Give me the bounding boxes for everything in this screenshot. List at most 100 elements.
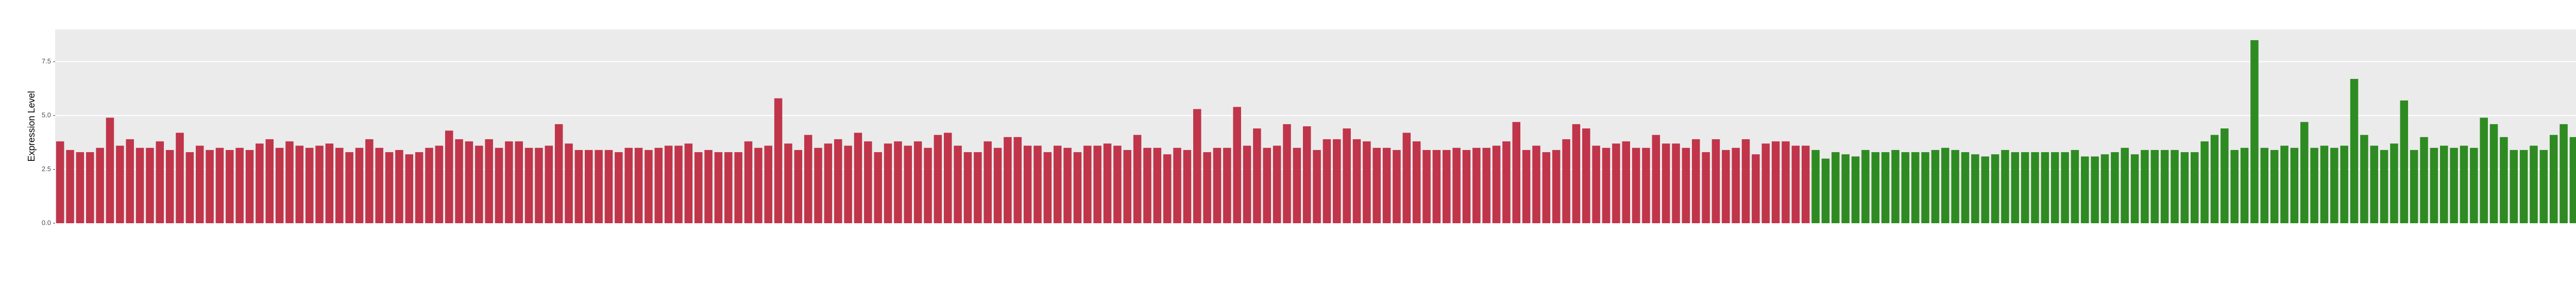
bar [1313,150,1321,223]
bar [1502,141,1511,223]
bar [1492,145,1501,223]
bar [1572,124,1581,223]
bar [146,147,154,223]
bar [2460,145,2468,223]
bar [305,147,314,223]
bar [1343,128,1351,223]
bar [2260,147,2269,223]
bar [2191,152,2199,223]
bar [1522,150,1531,223]
bar [2370,145,2378,223]
bar [2560,124,2568,223]
bar [1143,147,1151,223]
bar [814,147,822,223]
bar [1273,145,1281,223]
bar [2510,150,2518,223]
bar [2061,152,2069,223]
bar [445,130,453,223]
bar [235,147,244,223]
bar [1013,137,1022,223]
bar [86,152,94,223]
bar [2350,79,2359,224]
bar [1173,147,1181,223]
bar [1632,147,1640,223]
bar [2340,145,2348,223]
y-tick-label: 5.0 [42,111,51,119]
bar [1911,152,1920,223]
bar [1722,150,1730,223]
bar [744,141,753,223]
y-tick-label: 2.5 [42,165,51,173]
bar [2280,145,2289,223]
bar [96,147,104,223]
bar [1782,141,1790,223]
bar [2270,150,2279,223]
bar [375,147,383,223]
bar [2121,147,2129,223]
bar [1283,124,1291,223]
bar [574,150,583,223]
bar [2480,118,2488,223]
bar [1233,107,1241,223]
bar [395,150,403,223]
bar [1083,145,1092,223]
bar [2111,152,2119,223]
bar [2530,145,2538,223]
bar [1871,152,1879,223]
bar [2420,137,2428,223]
bar [2130,154,2139,223]
bar [2210,135,2219,223]
bar [1612,143,1620,223]
bar [1382,147,1391,223]
bar [1113,145,1122,223]
bar [385,152,394,223]
bar [1393,150,1401,223]
bar [265,139,274,223]
bar [1652,135,1660,223]
bar [634,147,643,223]
bar [804,135,812,223]
bar [515,141,523,223]
bar [2539,150,2548,223]
bar [2330,147,2338,223]
bar [674,145,683,223]
bar [2470,147,2478,223]
bar [794,150,803,223]
bar [1213,147,1222,223]
bar [2091,156,2099,223]
bar [1422,150,1431,223]
bar [2569,137,2576,223]
bar [954,145,962,223]
bar [1263,147,1272,223]
bar [76,152,84,223]
bar [1432,150,1441,223]
bar [2519,150,2528,223]
bar [1941,147,1950,223]
bar [1133,135,1142,223]
bar [1004,137,1012,223]
bar [355,147,364,223]
bar [1163,154,1172,223]
bar [1223,147,1231,223]
bar [974,152,982,223]
bar [1771,141,1780,223]
y-axis-label: Expression Level [26,91,37,161]
bar [1053,145,1062,223]
bar [1951,150,1959,223]
bar [245,150,254,223]
bar [1991,154,1999,223]
bar [2450,147,2458,223]
bar [754,147,762,223]
bar [1323,139,1331,223]
bar [535,147,543,223]
bar [834,139,842,223]
bar [714,152,723,223]
bar [1851,156,1860,223]
bar [2240,147,2249,223]
bar [295,145,304,223]
bar [1901,152,1910,223]
bar [2549,135,2558,223]
bar [1662,143,1670,223]
